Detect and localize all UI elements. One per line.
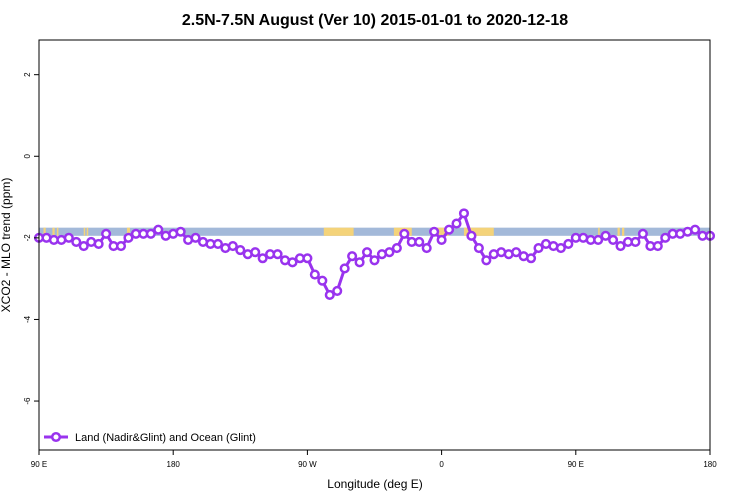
data-point — [361, 247, 373, 258]
land-segment — [83, 227, 86, 236]
land-segment — [622, 227, 625, 236]
x-axis-label: Longitude (deg E) — [327, 477, 422, 491]
data-point — [399, 228, 410, 239]
data-point — [309, 269, 320, 280]
data-point — [324, 289, 335, 301]
legend: Land (Nadir&Glint) and Ocean (Glint) — [44, 431, 256, 444]
data-point — [593, 234, 604, 245]
data-point — [458, 208, 470, 219]
data-point — [555, 243, 566, 254]
data-point — [369, 255, 380, 266]
data-point — [227, 240, 238, 252]
data-point — [637, 228, 648, 239]
x-tick-label: 0 — [439, 460, 444, 469]
data-point — [354, 257, 365, 268]
x-tick-label: 180 — [167, 460, 181, 469]
land-segment — [323, 227, 354, 236]
legend-entry-label: Land (Nadir&Glint) and Ocean (Glint) — [75, 432, 256, 444]
land-segment — [126, 227, 130, 236]
x-tick-label: 90 E — [31, 460, 47, 469]
ocean-band — [39, 227, 710, 236]
data-point — [123, 232, 134, 243]
data-point — [466, 230, 477, 241]
data-point — [444, 224, 455, 235]
data-point — [391, 243, 402, 254]
series-line-layer — [39, 211, 710, 297]
land-segment — [86, 227, 89, 236]
land-segment — [435, 227, 450, 236]
land-segment — [56, 227, 59, 236]
y-tick-label: -4 — [23, 315, 32, 323]
data-point — [436, 234, 447, 245]
data-point — [115, 240, 127, 252]
data-point — [317, 275, 328, 286]
series-line — [39, 211, 710, 297]
data-point — [652, 240, 663, 252]
data-point — [615, 240, 626, 252]
data-point — [101, 228, 112, 239]
data-point — [384, 247, 395, 258]
chart-title: 2.5N-7.5N August (Ver 10) 2015-01-01 to … — [182, 12, 568, 29]
data-point — [332, 285, 343, 296]
data-point — [63, 232, 74, 243]
data-point — [153, 224, 164, 235]
data-point — [190, 232, 201, 243]
data-point — [608, 234, 619, 245]
data-point — [600, 230, 611, 241]
plot-frame — [38, 39, 711, 451]
data-point — [563, 238, 574, 250]
data-point — [272, 249, 283, 260]
y-axis-label: XCO2 - MLO trend (ppm) — [0, 178, 13, 313]
land-segment — [617, 227, 620, 236]
y-tick-label: 2 — [23, 72, 32, 77]
x-tick-label: 90 W — [298, 460, 317, 469]
data-point — [302, 253, 313, 264]
data-point — [71, 236, 82, 247]
land-segment — [52, 227, 55, 236]
data-point — [481, 255, 492, 266]
legend-marker-swatch — [50, 431, 62, 443]
data-point — [257, 253, 268, 264]
data-point — [429, 226, 440, 237]
data-point — [414, 236, 425, 247]
y-tick-label: -6 — [23, 397, 32, 405]
series-points-layer — [33, 208, 716, 301]
data-point — [287, 257, 298, 268]
land-segment — [43, 227, 46, 236]
data-point — [533, 243, 544, 254]
data-point — [526, 253, 537, 264]
data-point — [660, 232, 671, 243]
data-point — [78, 240, 89, 252]
x-tick-label: 180 — [703, 460, 717, 469]
y-tick-label: 0 — [23, 153, 32, 158]
data-point — [93, 238, 104, 250]
data-point — [347, 251, 358, 262]
y-tick-label: -2 — [23, 234, 32, 242]
data-point — [212, 238, 223, 250]
data-point — [145, 228, 156, 239]
x-tick-label: 90 E — [568, 460, 584, 469]
data-point — [630, 236, 641, 247]
data-point — [250, 247, 261, 258]
land-segment — [598, 227, 600, 236]
land-segment — [463, 227, 494, 236]
data-point — [690, 224, 701, 235]
data-point — [421, 243, 432, 254]
data-point — [235, 245, 246, 256]
data-point — [339, 263, 350, 274]
data-point — [473, 243, 484, 254]
data-point — [451, 218, 462, 229]
x-axis-ticks: 90 E 180 90 W 0 90 E 180 — [31, 450, 717, 469]
data-point — [511, 247, 522, 258]
data-point — [175, 226, 186, 237]
y-axis-ticks: 2 0 -2 -4 -6 — [23, 72, 39, 405]
